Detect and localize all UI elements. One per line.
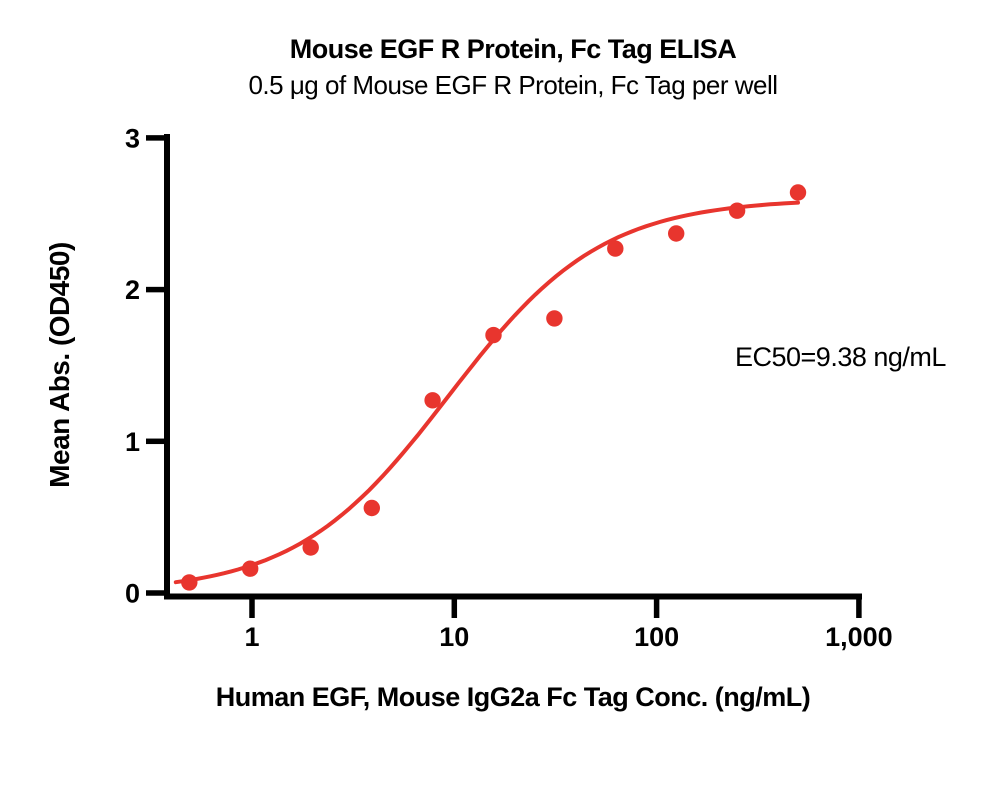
- x-tick-label: 1: [244, 622, 259, 652]
- data-point: [363, 499, 380, 517]
- y-tick: [146, 438, 164, 445]
- x-tick: [653, 599, 660, 618]
- x-axis-line: [164, 593, 862, 600]
- x-tick-label: 10: [439, 622, 469, 652]
- x-tick-label: 100: [634, 622, 679, 652]
- data-point: [789, 184, 807, 201]
- y-tick: [146, 590, 164, 596]
- x-tick-label: 1,000: [825, 622, 893, 652]
- data-point: [485, 326, 502, 344]
- ec50-annotation: EC50=9.38 ng/mL: [735, 342, 946, 372]
- data-point: [668, 225, 685, 242]
- x-tick: [856, 599, 862, 618]
- y-tick-label: 0: [125, 579, 140, 609]
- data-point: [424, 392, 441, 409]
- y-tick: [146, 286, 164, 293]
- y-axis-line: [164, 134, 170, 600]
- chart-subtitle: 0.5 μg of Mouse EGF R Protein, Fc Tag pe…: [248, 70, 778, 100]
- x-tick: [249, 599, 255, 618]
- y-tick-label: 1: [125, 427, 140, 457]
- chart-title: Mouse EGF R Protein, Fc Tag ELISA: [289, 34, 737, 64]
- data-point: [728, 202, 746, 219]
- data-point: [607, 240, 624, 257]
- x-tick: [451, 599, 458, 618]
- y-tick-label: 3: [125, 123, 140, 153]
- data-point: [302, 539, 319, 556]
- y-tick-label: 2: [125, 275, 140, 305]
- y-tick: [146, 135, 164, 141]
- fit-curve: [173, 200, 800, 585]
- data-point: [242, 560, 259, 577]
- data-point: [546, 310, 563, 327]
- data-point: [181, 574, 198, 591]
- x-axis-label: Human EGF, Mouse IgG2a Fc Tag Conc. (ng/…: [215, 682, 811, 712]
